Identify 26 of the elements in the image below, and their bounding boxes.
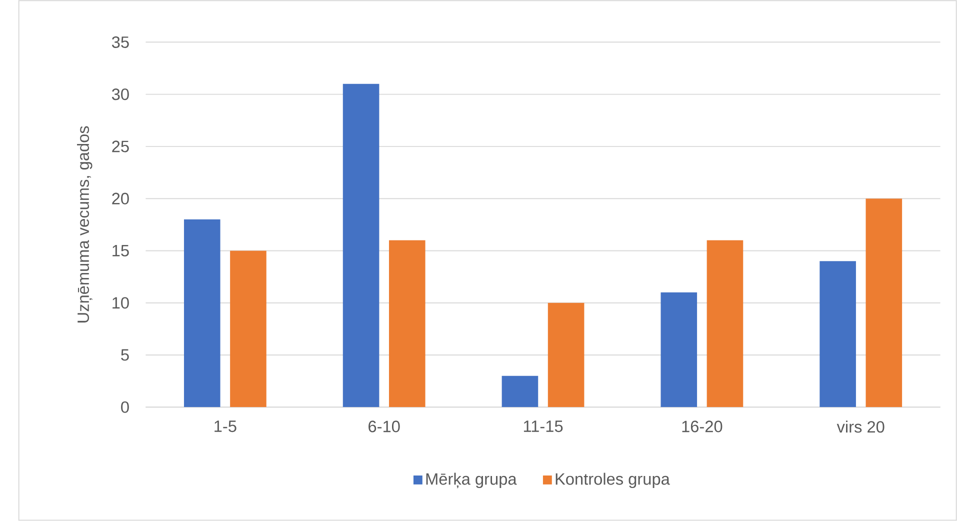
bar [660, 292, 698, 408]
y-tick-label: 30 [112, 88, 129, 100]
x-tick-label: 1-5 [214, 420, 236, 432]
y-axis-title: Uzņēmuma vecums, gados [77, 126, 92, 322]
y-tick-label: 35 [112, 36, 129, 48]
x-tick-label: 16-20 [682, 420, 722, 432]
bar [706, 240, 744, 408]
y-tick-label: 0 [121, 401, 129, 413]
x-tick-label: 11-15 [524, 420, 563, 432]
x-tick-label: 6-10 [368, 420, 400, 432]
y-tick-label: 5 [121, 349, 129, 361]
bar [230, 250, 266, 408]
y-tick-label: 25 [112, 140, 129, 152]
x-tick-label: virs 20 [836, 420, 884, 433]
bar [548, 302, 584, 408]
bar [388, 240, 426, 408]
y-tick-label: 10 [112, 297, 129, 309]
bar [820, 261, 856, 408]
legend-label: Kontroles grupa [556, 472, 670, 488]
legend-label: Mērķa grupa [426, 472, 517, 488]
bar [184, 219, 220, 408]
y-tick-label: 20 [112, 192, 129, 204]
bar [866, 198, 902, 408]
y-tick-label: 15 [112, 245, 129, 256]
bar [342, 84, 380, 408]
bar [502, 376, 538, 408]
